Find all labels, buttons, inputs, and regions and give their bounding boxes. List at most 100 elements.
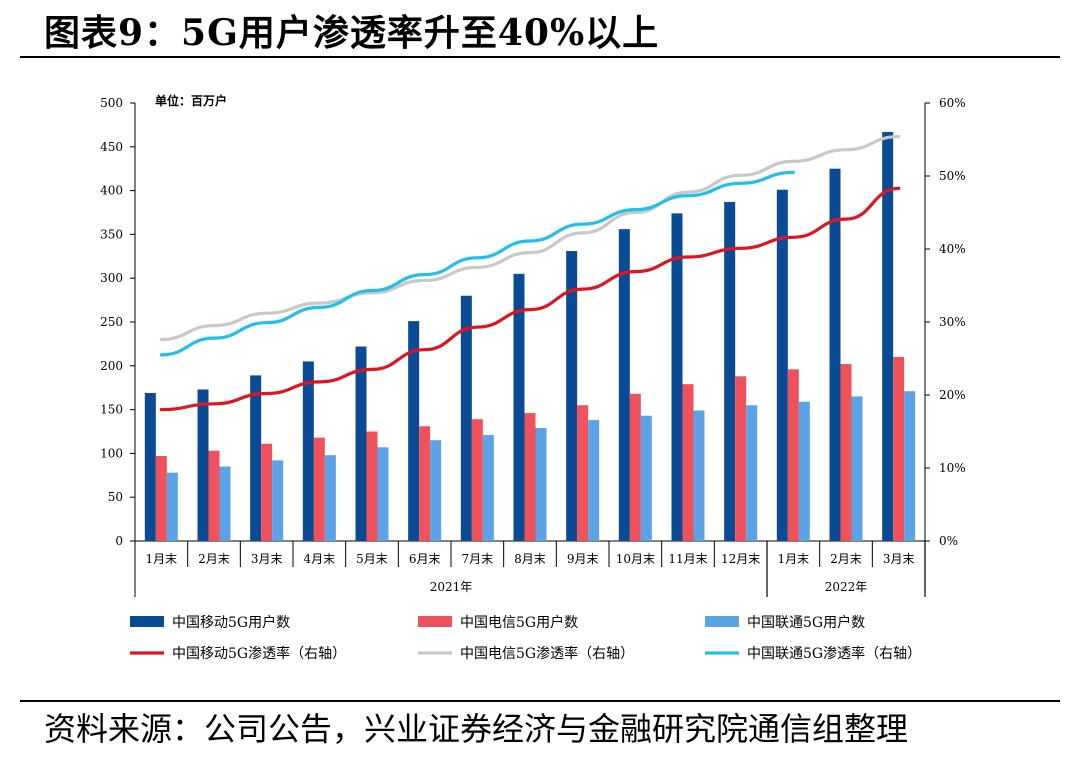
line-mobile-penetration <box>159 186 901 412</box>
x-tick-label: 6月末 <box>409 552 441 566</box>
x-tick-label: 7月末 <box>462 552 494 566</box>
bar-unicom-users <box>430 440 442 541</box>
y2-tick-label: 50% <box>939 169 966 183</box>
y-tick-label: 450 <box>100 140 123 154</box>
legend-mobile-users-swatch <box>130 616 164 627</box>
source-note: 资料来源：公司公告，兴业证券经济与金融研究院通信组整理 <box>44 710 909 748</box>
bar-mobile-users <box>829 168 841 541</box>
labels-layer: 0 50 100 150 200 250 300 350 400 450 500 0% 10% 20% 30… <box>100 93 966 594</box>
y-tick-label: 100 <box>100 446 123 460</box>
y-tick-label: 350 <box>100 227 123 241</box>
bar-unicom-users <box>482 435 494 541</box>
year-label: 2021年 <box>430 580 473 594</box>
y-tick-label: 250 <box>100 315 123 329</box>
y2-tick-label: 40% <box>939 242 966 256</box>
bar-unicom-users <box>746 405 758 541</box>
y-tick-label: 150 <box>100 403 123 417</box>
bar-mobile-users <box>776 189 788 541</box>
x-tick-label: 1月末 <box>778 552 810 566</box>
bar-telecom-users <box>524 413 536 541</box>
legend: 中国移动5G用户数 中国电信5G用户数 中国联通5G用户数中国移动5G渗透率（右轴）… <box>130 614 921 662</box>
bar-mobile-users <box>882 131 894 541</box>
legend-mobile-users-label: 中国移动5G用户数 <box>172 614 290 631</box>
bar-telecom-users <box>471 419 483 541</box>
bar-telecom-users <box>787 369 799 541</box>
year-label: 2022年 <box>825 580 868 594</box>
x-tick-label: 1月末 <box>146 552 178 566</box>
bottom-divider <box>20 700 1060 702</box>
bar-telecom-users <box>208 450 220 541</box>
page-title: 图表9：5G用户渗透率升至40%以上 <box>44 12 660 54</box>
bar-unicom-users <box>588 420 600 541</box>
x-tick-label: 11月末 <box>668 552 707 566</box>
bar-unicom-users <box>166 472 178 541</box>
bar-mobile-users <box>355 346 367 541</box>
bar-unicom-users <box>535 427 547 541</box>
bar-telecom-users <box>682 384 694 541</box>
y-tick-label: 0 <box>115 534 123 548</box>
x-tick-label: 2月末 <box>830 552 862 566</box>
y-tick-label: 400 <box>100 184 123 198</box>
bar-unicom-users <box>798 401 810 541</box>
bar-mobile-users <box>197 389 209 541</box>
bar-unicom-users <box>272 460 284 541</box>
y-tick-label: 500 <box>100 96 123 110</box>
y-tick-label: 50 <box>108 490 123 504</box>
bar-telecom-users <box>893 357 905 541</box>
bar-mobile-users <box>302 361 314 541</box>
bars-layer <box>144 131 916 542</box>
bar-telecom-users <box>261 443 273 541</box>
bar-unicom-users <box>693 410 705 541</box>
y2-tick-label: 30% <box>939 315 966 329</box>
bar-telecom-users <box>577 405 589 541</box>
chart: 0 50 100 150 200 250 300 350 400 450 500 0% 10% 20% 30… <box>100 93 966 662</box>
bar-unicom-users <box>377 447 389 541</box>
bar-mobile-users <box>460 295 472 541</box>
top-divider <box>20 56 1060 58</box>
bar-telecom-users <box>313 437 325 541</box>
y-tick-label: 300 <box>100 271 123 285</box>
x-tick-label: 3月末 <box>883 552 915 566</box>
bar-unicom-users <box>904 391 916 541</box>
legend-unicom-users-swatch <box>705 616 739 627</box>
legend-mobile-penetration-label: 中国移动5G渗透率（右轴） <box>172 645 346 662</box>
unit-label: 单位：百万户 <box>155 93 227 108</box>
line-unicom-penetration <box>159 170 795 357</box>
x-tick-label: 3月末 <box>251 552 283 566</box>
x-tick-label: 2月末 <box>198 552 230 566</box>
bar-telecom-users <box>419 426 431 541</box>
y2-tick-label: 0% <box>939 534 958 548</box>
y2-tick-label: 60% <box>939 96 966 110</box>
bar-mobile-users <box>144 392 156 541</box>
x-tick-label: 8月末 <box>514 552 546 566</box>
y-tick-label: 200 <box>100 359 123 373</box>
bar-telecom-users <box>840 364 852 541</box>
bar-unicom-users <box>219 466 231 541</box>
x-tick-label: 5月末 <box>356 552 388 566</box>
bar-telecom-users <box>629 393 641 541</box>
lines-layer <box>159 135 901 412</box>
y2-tick-label: 10% <box>939 461 966 475</box>
bar-mobile-users <box>618 229 630 542</box>
bar-unicom-users <box>851 396 863 541</box>
legend-telecom-users-label: 中国电信5G用户数 <box>460 614 578 631</box>
x-tick-label: 4月末 <box>304 552 336 566</box>
bar-telecom-users <box>735 376 747 541</box>
x-tick-label: 12月末 <box>721 552 760 566</box>
bar-mobile-users <box>250 375 262 541</box>
legend-telecom-users-swatch <box>418 616 452 627</box>
line-telecom-penetration <box>159 135 901 342</box>
bar-mobile-users <box>566 251 578 541</box>
bar-mobile-users <box>671 213 683 541</box>
bar-telecom-users <box>366 431 378 541</box>
legend-unicom-penetration-label: 中国联通5G渗透率（右轴） <box>747 645 921 662</box>
bar-telecom-users <box>155 456 167 541</box>
bar-mobile-users <box>724 201 736 541</box>
y2-tick-label: 20% <box>939 388 966 402</box>
bar-unicom-users <box>640 415 652 541</box>
x-tick-label: 10月末 <box>616 552 655 566</box>
legend-unicom-users-label: 中国联通5G用户数 <box>747 614 865 631</box>
bar-mobile-users <box>513 273 525 541</box>
x-tick-label: 9月末 <box>567 552 599 566</box>
bar-mobile-users <box>408 321 420 541</box>
